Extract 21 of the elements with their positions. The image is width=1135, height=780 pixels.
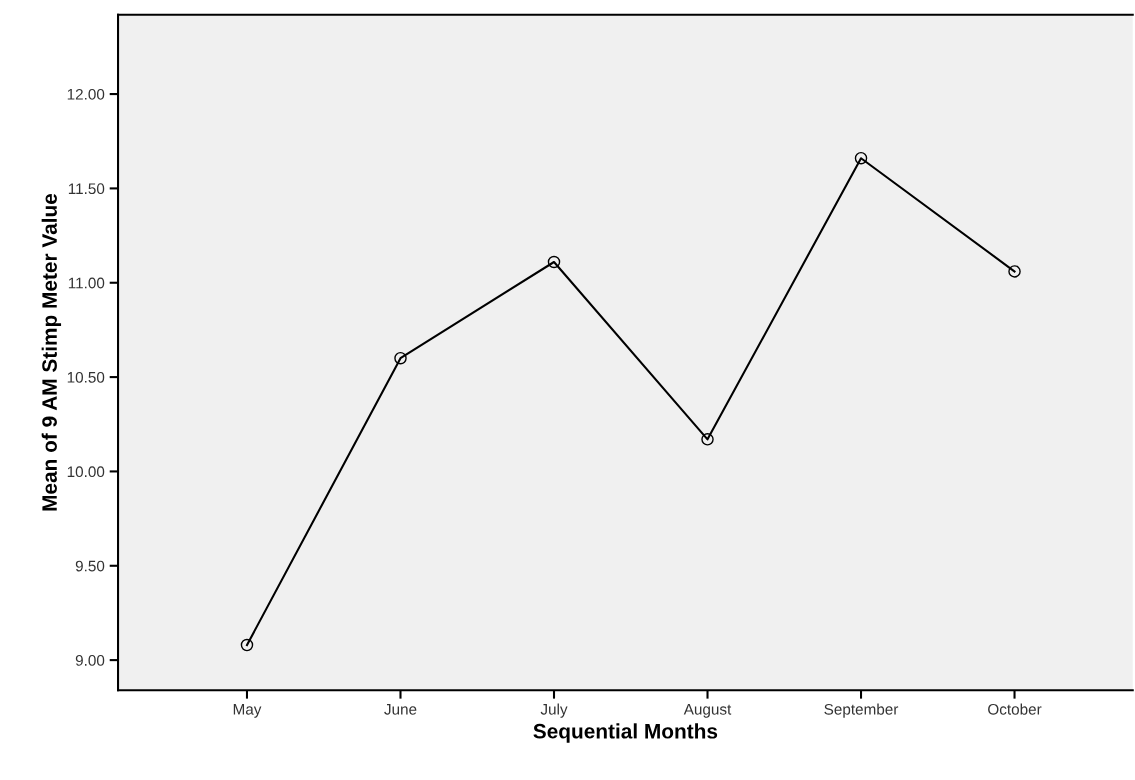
x-tick-label: October: [988, 703, 1042, 715]
y-tick-label: 9.50: [75, 560, 105, 572]
y-tick-label: 10.00: [67, 466, 105, 478]
y-tick-label: 11.00: [68, 277, 105, 289]
x-tick-label: June: [384, 704, 417, 715]
point: [701, 433, 714, 446]
x-tick-label: July: [540, 703, 568, 718]
y-tick-label: 10.50: [67, 371, 105, 383]
point: [240, 638, 254, 652]
x-tick-label: September: [824, 703, 899, 718]
y-axis-title: Mean of 9 AM Stimp Meter Value: [41, 193, 62, 511]
x-axis-title: Sequential Months: [533, 723, 718, 743]
point: [394, 351, 407, 365]
y-tick-label: 12.00: [67, 88, 105, 100]
point: [547, 255, 561, 269]
point: [854, 151, 868, 165]
point: [1008, 265, 1021, 278]
y-tick-label: 9.00: [75, 654, 105, 666]
x-tick-label: May: [233, 704, 262, 718]
x-tick-label: August: [683, 704, 732, 718]
y-tick-label: 11.50: [68, 183, 105, 195]
